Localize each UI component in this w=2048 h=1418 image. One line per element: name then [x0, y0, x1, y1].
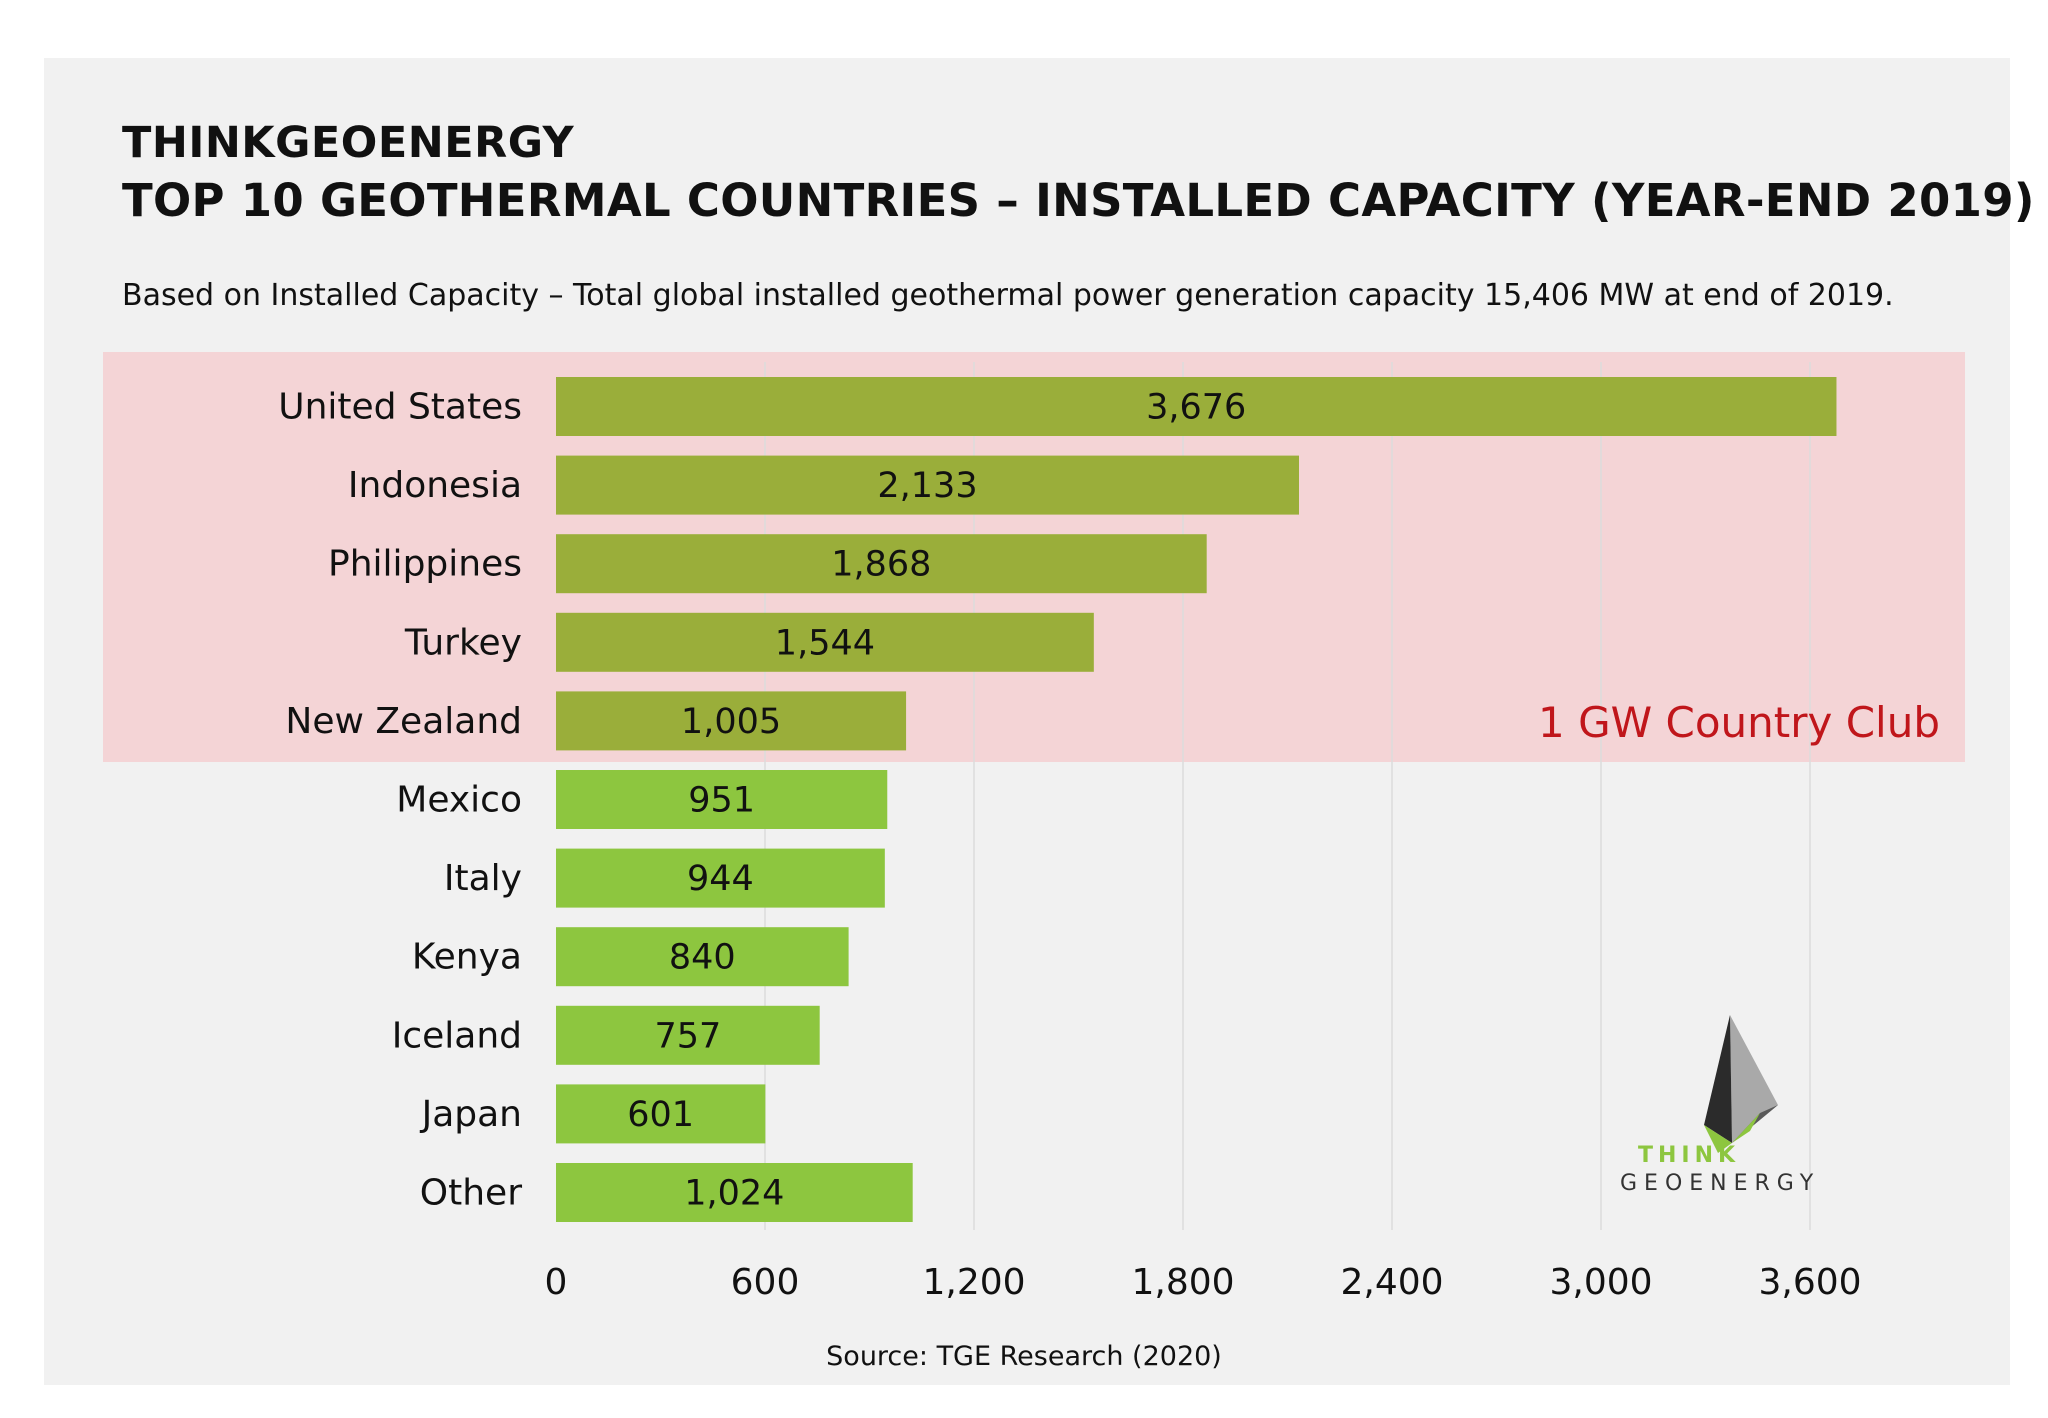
category-label: Philippines — [328, 544, 522, 585]
x-tick-label: 0 — [545, 1262, 568, 1303]
data-label: 601 — [627, 1095, 694, 1135]
chart-subtitle: Based on Installed Capacity – Total glob… — [122, 278, 1894, 313]
data-label: 840 — [669, 938, 736, 978]
data-label: 951 — [688, 781, 755, 821]
bar-iceland — [556, 1005, 820, 1065]
data-label: 944 — [687, 859, 754, 899]
think-geoenergy-logo-icon — [1704, 1015, 1778, 1153]
bar-other — [556, 1163, 913, 1222]
bar-kenya — [556, 927, 849, 987]
x-tick-label: 1,800 — [1131, 1262, 1234, 1303]
category-label: Turkey — [404, 622, 522, 663]
bar-italy — [556, 848, 885, 908]
category-label: Kenya — [412, 937, 522, 978]
x-tick-label: 2,400 — [1340, 1262, 1443, 1303]
category-label: Japan — [420, 1094, 522, 1135]
category-label: United States — [278, 387, 522, 428]
bar-indonesia — [556, 455, 1299, 515]
bar-turkey — [556, 612, 1094, 672]
x-tick-label: 3,600 — [1758, 1262, 1861, 1303]
bar-mexico — [556, 770, 888, 829]
club-label: 1 GW Country Club — [1538, 698, 1940, 747]
chart-title: TOP 10 GEOTHERMAL COUNTRIES – INSTALLED … — [122, 174, 2035, 227]
category-label: Other — [420, 1173, 522, 1214]
x-tick-label: 3,000 — [1549, 1262, 1652, 1303]
data-label: 1,005 — [681, 702, 781, 742]
chart-source: Source: TGE Research (2020) — [826, 1341, 1222, 1372]
data-label: 757 — [654, 1016, 721, 1056]
data-label: 1,868 — [831, 545, 931, 585]
logo-text-think: THINK — [1638, 1143, 1741, 1168]
category-label: New Zealand — [285, 701, 522, 742]
x-tick-label: 1,200 — [922, 1262, 1025, 1303]
category-label: Iceland — [392, 1015, 522, 1056]
x-tick-label: 600 — [731, 1262, 800, 1303]
logo-text-geoenergy: GEOENERGY — [1620, 1171, 1821, 1196]
brand-title: THINKGEOENERGY — [122, 118, 575, 168]
data-label: 1,544 — [775, 623, 875, 663]
bar-japan — [556, 1084, 766, 1144]
data-label: 3,676 — [1146, 388, 1246, 428]
category-label: Mexico — [396, 780, 522, 821]
category-label: Italy — [444, 858, 522, 899]
data-label: 1,024 — [684, 1174, 784, 1214]
category-label: Indonesia — [348, 465, 522, 506]
data-label: 2,133 — [877, 466, 977, 506]
bar-united-states — [556, 377, 1837, 436]
bar-new-zealand — [556, 691, 907, 751]
bar-philippines — [556, 534, 1207, 594]
